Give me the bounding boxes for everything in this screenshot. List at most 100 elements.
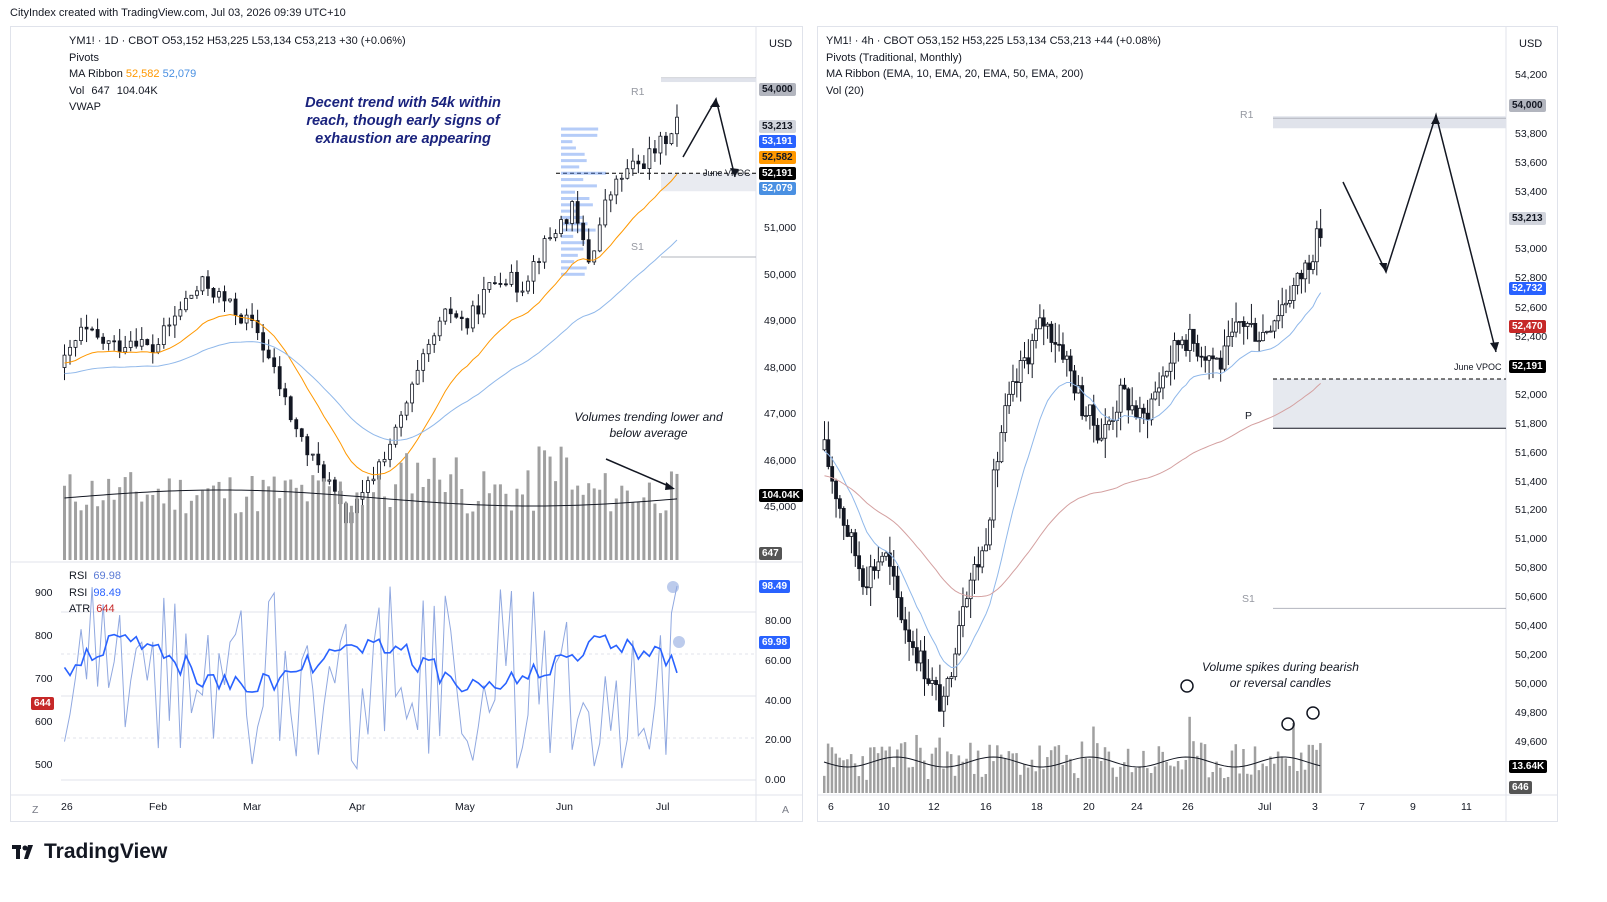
left-volume-bar-82 — [515, 488, 519, 560]
rsi1-label[interactable]: RSI — [69, 570, 88, 582]
left-june-vpoc-label: June VPOC — [703, 168, 751, 178]
right-candle-body-20 — [899, 597, 904, 621]
left-volume-ma-line — [64, 489, 678, 507]
right-chart-canvas[interactable] — [818, 27, 1557, 821]
left-corner-a[interactable]: A — [782, 804, 790, 816]
right-volume-bar-70 — [1092, 726, 1095, 793]
left-corner-z[interactable]: Z — [32, 804, 39, 816]
left-candle-body-11 — [123, 347, 128, 353]
right-p-label: P — [1245, 410, 1253, 422]
left-pivots-label[interactable]: Pivots — [69, 51, 99, 64]
right-candle-body-107 — [1234, 321, 1238, 333]
left-volume-bar-54 — [360, 505, 364, 560]
right-time-axis-label-3: 16 — [980, 801, 992, 813]
right-volume-bar-96 — [1192, 741, 1195, 793]
right-price-axis-label-13: 51,000 — [1515, 533, 1548, 545]
right-pivots-label[interactable]: Pivots (Traditional, Monthly) — [826, 51, 962, 64]
right-volume-bar-88 — [1161, 751, 1164, 793]
right-candle-body-102 — [1214, 357, 1219, 360]
left-volume-bar-73 — [465, 513, 469, 560]
right-volume-spike-marker-2 — [1306, 706, 1320, 720]
right-candle-body-33 — [949, 676, 954, 679]
volume-profile-bar-17 — [561, 165, 580, 169]
right-candle-body-34 — [953, 653, 958, 678]
right-currency-label[interactable]: USD — [1519, 38, 1543, 50]
right-candle-body-93 — [1180, 339, 1185, 346]
right-volume-bar-72 — [1099, 760, 1103, 793]
left-price-axis-label-3: 48,000 — [764, 362, 797, 374]
left-vol-label[interactable]: Vol — [69, 84, 85, 97]
right-candle-body-31 — [941, 695, 946, 712]
volume-profile-bar-10 — [561, 209, 579, 213]
right-vol-label[interactable]: Vol (20) — [826, 84, 864, 97]
right-volume-spike-marker-0 — [1180, 679, 1194, 693]
left-candle-body-68 — [437, 320, 442, 337]
left-volume-bar-58 — [383, 496, 387, 560]
right-volume-bar-38 — [969, 742, 972, 793]
left-volume-bar-53 — [355, 492, 359, 560]
left-time-axis-label-5: Jun — [556, 801, 573, 813]
right-volume-bar-102 — [1215, 761, 1218, 793]
right-candle-body-21 — [903, 619, 908, 631]
left-candle-body-110 — [669, 133, 674, 145]
left-candle-body-23 — [189, 294, 194, 299]
right-candle-body-127 — [1311, 261, 1315, 270]
atr-label[interactable]: ATR — [69, 603, 91, 615]
left-chart-canvas[interactable] — [11, 27, 802, 821]
right-candle-body-105 — [1226, 336, 1231, 347]
left-vwap-label[interactable]: VWAP — [69, 101, 101, 113]
left-candle-body-99 — [608, 194, 613, 201]
left-volume-bar-57 — [377, 475, 381, 560]
right-r1-zone — [1273, 116, 1506, 129]
left-candle-body-86 — [537, 261, 541, 263]
right-volume-bar-65 — [1073, 773, 1076, 793]
left-candle-body-2 — [73, 340, 78, 348]
left-candle-body-42 — [294, 419, 299, 430]
left-currency-label[interactable]: USD — [769, 38, 793, 50]
left-candle-body-12 — [128, 340, 133, 348]
tradingview-logo[interactable]: TradingView — [12, 840, 167, 864]
right-volume-bar-69 — [1088, 758, 1091, 793]
right-candle-body-42 — [984, 544, 988, 552]
right-price-axis-label-12: 51,200 — [1515, 504, 1548, 516]
right-chart-panel[interactable]: YM1! · 4h · CBOT O53,152 H53,225 L53,134… — [817, 26, 1558, 822]
left-candle-body-87 — [542, 238, 547, 263]
left-candle-body-82 — [515, 271, 519, 293]
right-volume-bar-98 — [1199, 742, 1203, 793]
left-candle-body-77 — [487, 282, 492, 290]
left-volume-bar-7 — [101, 500, 105, 560]
left-volume-bar-90 — [559, 446, 563, 560]
chart-credit: CityIndex created with TradingView.com, … — [10, 7, 346, 19]
right-candle-body-56 — [1037, 317, 1042, 330]
volume-profile-bar-15 — [561, 178, 584, 182]
right-candle-body-39 — [972, 564, 977, 581]
right-time-axis-label-8: Jul — [1258, 801, 1272, 813]
left-chart-panel[interactable]: YM1! · 1D · CBOT O53,152 H53,225 L53,134… — [10, 26, 803, 822]
right-volume-bar-128 — [1315, 749, 1318, 793]
right-symbol-line[interactable]: YM1! · 4h · CBOT O53,152 H53,225 L53,134… — [826, 35, 1161, 47]
right-candle-body-3 — [834, 480, 838, 500]
right-volume-bar-77 — [1119, 766, 1122, 793]
right-volume-bar-26 — [923, 760, 926, 793]
left-candle-body-79 — [498, 283, 503, 285]
rsi2-value: 98.49 — [93, 586, 121, 599]
right-volume-bar-127 — [1311, 744, 1314, 793]
right-price-axis-label-1: 53,800 — [1515, 128, 1548, 140]
rsi2-label[interactable]: RSI — [69, 586, 88, 599]
right-ma-ribbon-label[interactable]: MA Ribbon (EMA, 10, EMA, 20, EMA, 50, EM… — [826, 68, 1084, 80]
left-volume-bar-45 — [311, 475, 315, 560]
left-volume-bar-104 — [636, 502, 640, 560]
left-atr-axis-label-4: 500 — [35, 759, 53, 771]
left-volume-bar-23 — [189, 500, 193, 560]
right-volume-bar-49 — [1011, 753, 1014, 793]
left-ma-ribbon-v1: 52,582 — [125, 68, 160, 80]
left-candle-body-39 — [277, 366, 282, 390]
right-candle-body-114 — [1261, 331, 1265, 342]
right-time-axis-label-7: 26 — [1182, 801, 1194, 813]
left-symbol-line[interactable]: YM1! · 1D · CBOT O53,152 H53,225 L53,134… — [69, 35, 406, 47]
left-volume-bar-65 — [421, 486, 425, 560]
right-volume-bar-58 — [1046, 757, 1049, 793]
right-volume-bar-76 — [1115, 776, 1118, 793]
left-volume-bar-19 — [167, 478, 171, 560]
left-ma-ribbon-label[interactable]: MA Ribbon — [69, 68, 123, 80]
